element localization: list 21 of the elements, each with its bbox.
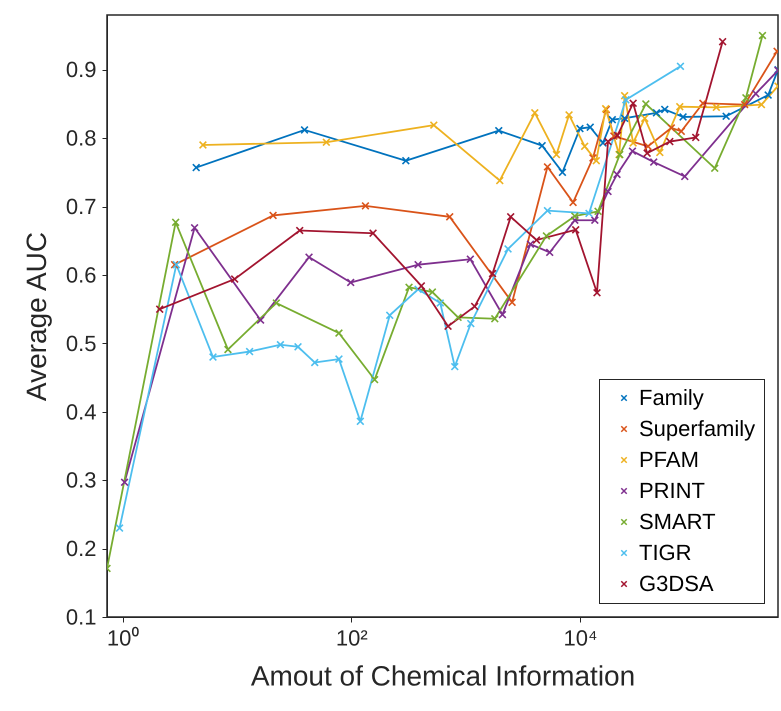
y-tick-label: 0.2 (66, 536, 96, 562)
legend-label: TIGR (639, 540, 692, 565)
legend-label: Superfamily (639, 416, 756, 441)
legend-label: PRINT (639, 478, 705, 503)
y-tick-label: 0.3 (66, 468, 96, 493)
y-tick-label: 0.5 (66, 330, 96, 356)
x-tick-label: 10² (336, 626, 368, 650)
x-tick-label: 10⁰ (106, 626, 140, 650)
y-tick-label: 0.8 (66, 126, 96, 151)
y-tick-label: 0.9 (66, 57, 96, 82)
y-tick-label: 0.7 (66, 194, 96, 220)
legend-label: SMART (639, 509, 716, 534)
legend-label: Family (639, 385, 704, 410)
legend-label: G3DSA (639, 571, 714, 596)
y-tick-label: 0.1 (66, 604, 96, 630)
x-axis-title: Amout of Chemical Information (250, 660, 636, 692)
y-tick-label: 0.4 (66, 399, 96, 424)
x-tick-label: 10⁴ (563, 626, 598, 650)
y-axis-title: Average AUC (20, 232, 52, 402)
y-tick-label: 0.6 (66, 262, 96, 288)
legend-label: PFAM (639, 447, 699, 472)
